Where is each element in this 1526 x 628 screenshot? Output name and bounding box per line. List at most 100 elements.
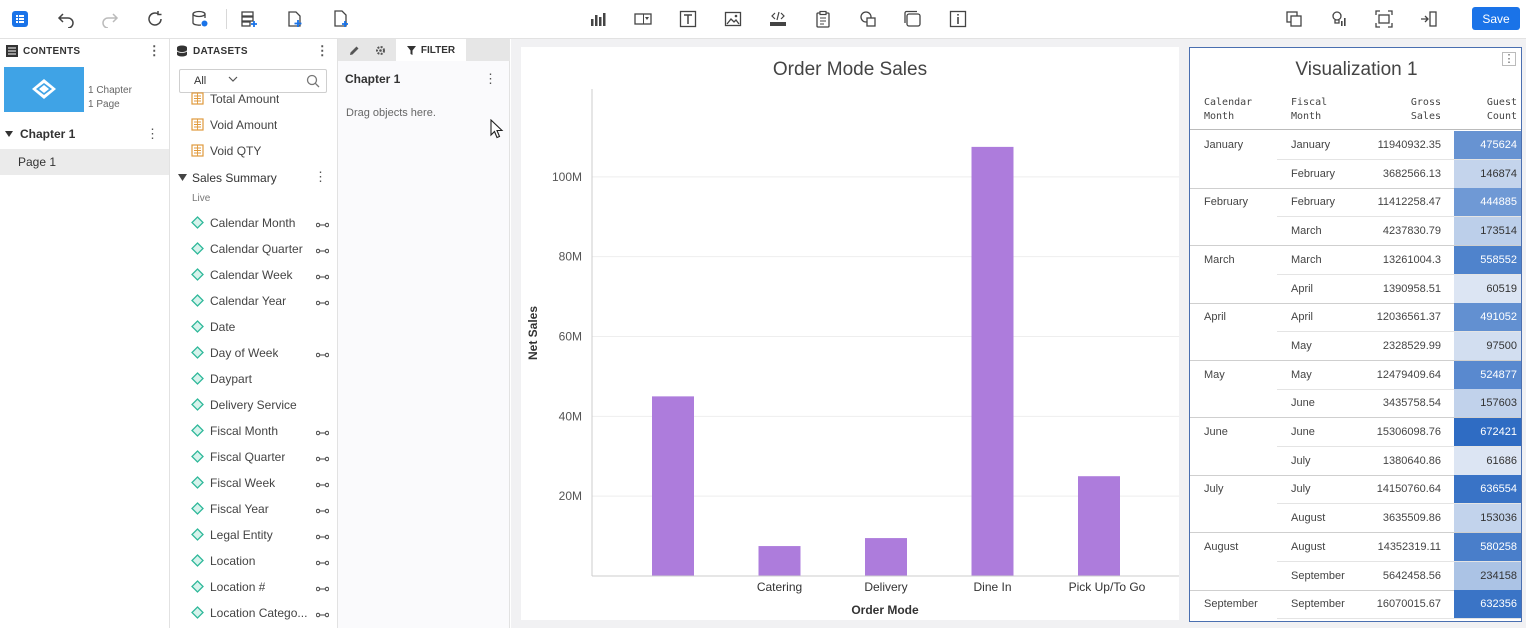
- dataset-field-item[interactable]: Calendar Quarter: [170, 236, 337, 262]
- dataset-field-item[interactable]: Legal Entity: [170, 522, 337, 548]
- bar[interactable]: [1078, 476, 1120, 576]
- table-row[interactable]: August 3635509.86 153036: [1190, 504, 1521, 534]
- table-row[interactable]: July July 14150760.64 636554: [1190, 475, 1521, 505]
- dataset-field-item[interactable]: Fiscal Week: [170, 470, 337, 496]
- contents-page-item[interactable]: Page 1: [0, 149, 169, 175]
- dataset-field-item[interactable]: Calendar Year: [170, 288, 337, 314]
- dataset-field-item[interactable]: Calendar Month: [170, 210, 337, 236]
- lightbulb-chart-icon[interactable]: [1326, 7, 1352, 31]
- html-icon[interactable]: [765, 7, 791, 31]
- link-icon[interactable]: [315, 608, 330, 622]
- shapes-icon[interactable]: [855, 7, 881, 31]
- dropdown-control-icon[interactable]: [630, 7, 656, 31]
- table-row[interactable]: July 1380640.86 61686: [1190, 446, 1521, 476]
- search-icon[interactable]: [306, 74, 320, 88]
- dataset-field-item[interactable]: Void QTY: [170, 138, 337, 164]
- dataset-field-item[interactable]: Void Amount: [170, 112, 337, 138]
- order-mode-chart-card[interactable]: Order Mode Sales 20M 40M 60M 80M 100M Cateri…: [521, 47, 1179, 620]
- table-row[interactable]: September September 16070015.67 632356: [1190, 590, 1521, 620]
- caret-down-icon[interactable]: [4, 130, 14, 138]
- link-icon[interactable]: [315, 296, 330, 310]
- link-icon[interactable]: [315, 504, 330, 518]
- table-row[interactable]: September 5642458.56 234158: [1190, 561, 1521, 591]
- text-icon[interactable]: [675, 7, 701, 31]
- dataset-filter-select[interactable]: All: [179, 69, 327, 93]
- dataset-field-item[interactable]: Fiscal Quarter: [170, 444, 337, 470]
- undo-icon[interactable]: [53, 7, 79, 31]
- header-gross-sales[interactable]: Gross Sales: [1410, 97, 1441, 122]
- dataset-field-item[interactable]: Daypart: [170, 366, 337, 392]
- dataset-field-item[interactable]: Total Amount: [170, 86, 337, 112]
- table-row[interactable]: January January 11940932.35 475624: [1190, 131, 1521, 160]
- table-row[interactable]: March March 13261004.3 558552: [1190, 245, 1521, 275]
- link-icon[interactable]: [315, 244, 330, 258]
- link-icon[interactable]: [315, 556, 330, 570]
- table-row[interactable]: February February 11412258.47 444885: [1190, 188, 1521, 218]
- redo-icon[interactable]: [97, 7, 123, 31]
- sales-summary-group[interactable]: Sales Summary ⋮: [170, 167, 337, 189]
- chapter-menu-icon[interactable]: ⋮: [146, 126, 159, 141]
- header-calendar-month[interactable]: Calendar Month: [1204, 97, 1253, 122]
- caret-down-icon[interactable]: [178, 174, 187, 181]
- image-icon[interactable]: [720, 7, 746, 31]
- tab-filter[interactable]: FILTER: [396, 39, 466, 61]
- dataset-field-item[interactable]: Delivery Service: [170, 392, 337, 418]
- link-icon[interactable]: [315, 426, 330, 440]
- copy-layers-icon[interactable]: [1281, 7, 1307, 31]
- save-button[interactable]: Save: [1472, 7, 1520, 30]
- table-row[interactable]: June June 15306098.76 672421: [1190, 418, 1521, 447]
- dataset-field-item[interactable]: Fiscal Year: [170, 496, 337, 522]
- table-row[interactable]: June 3435758.54 157603: [1190, 389, 1521, 419]
- dataset-field-item[interactable]: Calendar Week: [170, 262, 337, 288]
- table-row[interactable]: April April 12036561.37 491052: [1190, 303, 1521, 333]
- dataset-field-item[interactable]: Fiscal Month: [170, 418, 337, 444]
- table-row[interactable]: March 4237830.79 173514: [1190, 217, 1521, 247]
- contents-menu-icon[interactable]: ⋮: [147, 43, 161, 58]
- table-row[interactable]: August August 14352319.11 580258: [1190, 532, 1521, 562]
- bar[interactable]: [758, 546, 801, 576]
- table-row[interactable]: May May 12479409.64 524877: [1190, 360, 1521, 390]
- header-fiscal-month[interactable]: Fiscal Month: [1291, 97, 1328, 122]
- link-icon[interactable]: [315, 348, 330, 362]
- link-icon[interactable]: [315, 218, 330, 232]
- screenshot-icon[interactable]: [1371, 7, 1397, 31]
- window-icon[interactable]: [900, 7, 926, 31]
- chevron-down-icon[interactable]: [228, 74, 238, 84]
- dataset-field-item[interactable]: Date: [170, 314, 337, 340]
- bar[interactable]: [865, 538, 907, 576]
- insert-column-icon[interactable]: [1416, 7, 1442, 31]
- link-icon[interactable]: [315, 452, 330, 466]
- link-icon[interactable]: [315, 530, 330, 544]
- bar-chart-icon[interactable]: [585, 7, 611, 31]
- header-guest-count[interactable]: Guest Count: [1486, 97, 1517, 122]
- bar[interactable]: [652, 396, 694, 576]
- dataset-field-item[interactable]: Location #: [170, 574, 337, 600]
- table-menu-icon[interactable]: ⋮: [1502, 52, 1516, 66]
- table-row[interactable]: April 1390958.51 60519: [1190, 274, 1521, 304]
- chapter-thumbnail[interactable]: [4, 67, 84, 112]
- datasets-menu-icon[interactable]: ⋮: [315, 43, 329, 58]
- dataset-field-item[interactable]: Day of Week: [170, 340, 337, 366]
- table-row[interactable]: February 3682566.13 146874: [1190, 159, 1521, 189]
- link-icon[interactable]: [315, 270, 330, 284]
- database-settings-icon[interactable]: [187, 7, 213, 31]
- refresh-icon[interactable]: [142, 7, 168, 31]
- dataset-field-item[interactable]: Location Catego...: [170, 600, 337, 626]
- group-menu-icon[interactable]: ⋮: [314, 169, 327, 184]
- table-row[interactable]: May 2328529.99 97500: [1190, 331, 1521, 361]
- add-report-icon[interactable]: [328, 7, 354, 31]
- bar[interactable]: [971, 146, 1014, 576]
- clipboard-icon[interactable]: [810, 7, 836, 31]
- filter-chapter-menu-icon[interactable]: ⋮: [484, 71, 497, 86]
- contents-icon[interactable]: [7, 7, 33, 31]
- add-dataset-icon[interactable]: [236, 7, 262, 31]
- tab-edit[interactable]: [342, 39, 366, 61]
- link-icon[interactable]: [315, 582, 330, 596]
- visualization-table-card[interactable]: Visualization 1 ⋮ Calendar Month Fiscal Mo…: [1189, 47, 1522, 622]
- contents-chapter-item[interactable]: Chapter 1 ⋮: [0, 123, 169, 145]
- link-icon[interactable]: [315, 478, 330, 492]
- filter-drop-zone[interactable]: Drag objects here.: [346, 107, 436, 119]
- tab-settings[interactable]: [368, 39, 392, 61]
- info-icon[interactable]: [945, 7, 971, 31]
- dataset-field-item[interactable]: Location: [170, 548, 337, 574]
